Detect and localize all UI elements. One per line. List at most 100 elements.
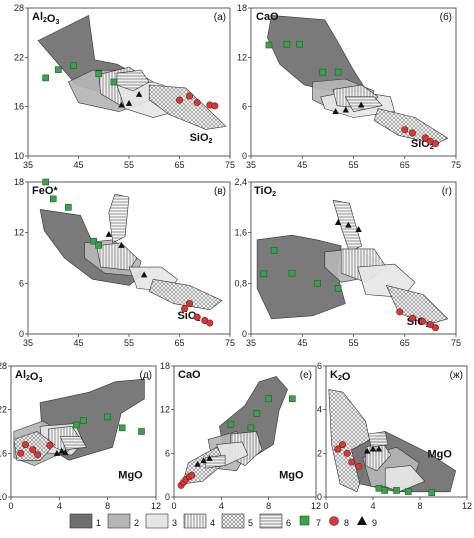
- panel-letter: (а): [214, 12, 226, 23]
- point-red-circle: [176, 96, 184, 104]
- y-tick-label: 12: [237, 52, 247, 62]
- x-tick-label: 45: [297, 160, 307, 170]
- point-green-square: [265, 41, 273, 49]
- x-tick-label: 75: [225, 160, 235, 170]
- point-green-square: [289, 395, 296, 403]
- point-red-circle: [408, 314, 416, 322]
- point-red-circle: [17, 449, 25, 457]
- legend-label-6: 6: [286, 518, 291, 528]
- point-green-square: [265, 395, 272, 403]
- point-black-triangle: [345, 221, 352, 228]
- point-red-circle: [401, 126, 409, 134]
- point-green-square: [334, 68, 342, 76]
- point-green-square: [314, 280, 321, 287]
- y-tick-label: 12: [14, 228, 24, 238]
- x-tick-label: 55: [348, 338, 358, 348]
- y-tick-label: 16: [14, 102, 24, 112]
- legend-swatch-2: [107, 513, 131, 529]
- y-tick-label: 10: [14, 151, 24, 161]
- field-1: [256, 234, 346, 320]
- x-tick-label: 45: [73, 338, 83, 348]
- point-red-circle: [338, 441, 346, 449]
- point-black-triangle: [342, 106, 350, 113]
- legend-swatch-4: [183, 513, 207, 529]
- point-black-triangle: [357, 101, 365, 108]
- x-axis-label: SiO2: [190, 132, 213, 145]
- point-red-circle: [188, 471, 196, 479]
- point-green-square: [227, 420, 235, 428]
- field-6: [385, 284, 449, 326]
- legend-label-9: 9: [372, 518, 377, 528]
- legend-swatch-8: [329, 516, 339, 526]
- x-tick-label: 45: [297, 338, 307, 348]
- y-tick-label: 22: [14, 52, 24, 62]
- legend-label-3: 3: [172, 518, 177, 528]
- point-red-circle: [34, 451, 42, 459]
- x-tick-label: 65: [174, 160, 184, 170]
- y-tick-label: 28: [0, 361, 7, 371]
- y-axis-label: Al2O3: [15, 369, 42, 384]
- x-tick-label: 75: [225, 338, 235, 348]
- point-green-square: [375, 484, 383, 492]
- y-tick-label: 18: [160, 361, 170, 371]
- point-red-circle: [408, 129, 416, 137]
- x-tick-label: 35: [23, 338, 33, 348]
- point-red-circle: [343, 449, 351, 457]
- field-6: [344, 96, 383, 112]
- panel-1: 35 45 55 65 75 10 16 22 28 Al2O3 (а) SiO2: [14, 3, 235, 170]
- x-tick-label: 35: [246, 338, 256, 348]
- x-tick-label: 65: [174, 338, 184, 348]
- x-tick-label: 65: [400, 160, 410, 170]
- x-tick-label: 55: [124, 160, 134, 170]
- point-black-triangle: [105, 230, 112, 237]
- x-tick-label: 4: [370, 501, 375, 511]
- y-tick-label: 2: [317, 448, 322, 458]
- y-tick-label: 2,4: [234, 177, 247, 187]
- field-5: [384, 465, 426, 493]
- x-tick-label: 4: [57, 501, 62, 511]
- point-green-square: [80, 417, 87, 424]
- y-tick-label: 16: [0, 448, 7, 458]
- point-red-circle: [396, 308, 404, 316]
- point-black-triangle: [125, 99, 133, 106]
- point-green-square: [65, 204, 72, 211]
- point-green-square: [110, 78, 118, 86]
- legend-label-2: 2: [134, 518, 139, 528]
- panel-letter: (в): [214, 186, 226, 197]
- y-tick-label: 28: [14, 3, 24, 13]
- y-tick-label: 1,6: [234, 228, 247, 238]
- point-green-square: [104, 413, 111, 421]
- point-red-circle: [355, 462, 363, 470]
- y-tick-label: 0,8: [234, 278, 247, 288]
- point-green-square: [42, 74, 49, 82]
- x-tick-label: 55: [348, 160, 358, 170]
- legend-swatch-6: [259, 513, 283, 529]
- legend-swatch-1: [69, 513, 93, 529]
- y-tick-label: 6: [317, 361, 322, 371]
- x-tick-label: 45: [73, 160, 83, 170]
- point-green-square: [253, 410, 261, 417]
- point-green-square: [296, 40, 303, 48]
- legend-swatch-9: [357, 516, 367, 525]
- y-tick-label: 6: [242, 102, 247, 112]
- field-3: [108, 193, 130, 244]
- legend-swatch-7: [299, 515, 310, 526]
- point-green-square: [118, 424, 126, 432]
- y-axis-label: CaO: [256, 11, 279, 23]
- point-red-circle: [206, 319, 214, 327]
- point-black-triangle: [140, 271, 148, 278]
- point-green-square: [72, 421, 80, 429]
- field-6: [367, 431, 389, 448]
- y-tick-label: 18: [237, 3, 247, 13]
- point-green-square: [70, 62, 77, 69]
- point-red-circle: [211, 102, 219, 110]
- legend-label-7: 7: [316, 518, 321, 528]
- x-tick-label: 75: [451, 160, 461, 170]
- x-tick-label: 0: [8, 501, 13, 511]
- point-red-circle: [21, 441, 29, 449]
- field-6: [204, 454, 226, 469]
- x-tick-label: 8: [105, 501, 110, 511]
- legend: 1 2 3 4 5 6 7 8 9: [69, 513, 377, 529]
